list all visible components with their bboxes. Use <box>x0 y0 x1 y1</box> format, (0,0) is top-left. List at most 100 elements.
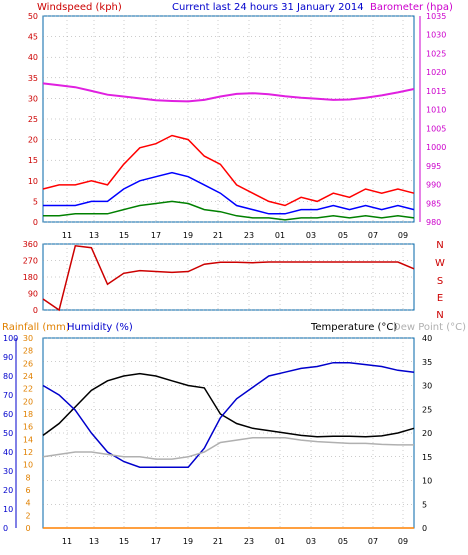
temp-x-tick-label: 13 <box>89 537 99 546</box>
wind-tick-label: 35 <box>28 74 38 83</box>
humidity-tick-label: 40 <box>3 448 13 457</box>
baro-tick-label: 990 <box>426 181 441 190</box>
baro-tick-label: 985 <box>426 199 441 208</box>
temp-x-tick-label: 05 <box>338 537 348 546</box>
humidity-tick-label: 100 <box>3 334 18 343</box>
rain-tick-label: 24 <box>23 372 33 381</box>
temp-x-tick-label: 15 <box>119 537 129 546</box>
baro-tick-label: 1025 <box>426 49 446 58</box>
rain-tick-label: 0 <box>25 524 30 533</box>
temp-x-tick-label: 01 <box>275 537 285 546</box>
direction-tick-label: 360 <box>23 240 38 249</box>
wind-x-tick-label: 11 <box>62 231 72 240</box>
wind-panel-frame <box>42 15 415 223</box>
series-wind-average <box>43 171 415 215</box>
wind-x-tick-label: 07 <box>368 231 378 240</box>
temp-tick-label: 10 <box>422 477 432 486</box>
baro-tick-label: 980 <box>426 218 441 227</box>
compass-label: N <box>436 310 443 321</box>
rain-tick-label: 6 <box>25 486 30 495</box>
temp-title: Temperature (°C) <box>310 322 397 333</box>
wind-x-tick-label: 13 <box>89 231 99 240</box>
humidity-tick-label: 50 <box>3 429 13 438</box>
humidity-tick-label: 70 <box>3 391 13 400</box>
humidity-tick-label: 10 <box>3 505 13 514</box>
humidity-tick-label: 20 <box>3 486 13 495</box>
series-dew-point <box>42 437 414 460</box>
wind-tick-label: 10 <box>28 177 38 186</box>
rain-tick-label: 16 <box>23 423 33 432</box>
baro-tick-label: 1000 <box>426 143 446 152</box>
rain-tick-label: 28 <box>23 347 33 356</box>
wind-x-tick-label: 17 <box>151 231 161 240</box>
series-humidity <box>42 361 415 468</box>
temp-x-tick-label: 03 <box>306 537 316 546</box>
temp-tick-label: 0 <box>422 524 427 533</box>
baro-title: Barometer (hpa) <box>370 2 453 13</box>
compass-label: S <box>437 276 443 287</box>
rain-tick-label: 4 <box>25 499 30 508</box>
direction-tick-label: 180 <box>23 273 38 282</box>
direction-tick-label: 0 <box>33 306 38 315</box>
wind-tick-label: 30 <box>28 94 38 103</box>
baro-tick-label: 1010 <box>426 106 446 115</box>
wind-x-tick-label: 15 <box>119 231 129 240</box>
wind-tick-label: 5 <box>33 197 38 206</box>
series-wind-direction-average <box>43 200 415 221</box>
temp-tick-label: 25 <box>422 405 432 414</box>
series-barometer <box>42 82 415 103</box>
wind-tick-label: 50 <box>28 12 38 21</box>
rain-tick-label: 8 <box>25 473 30 482</box>
rain-tick-label: 30 <box>23 334 33 343</box>
wind-tick-label: 20 <box>28 136 38 145</box>
wind-x-tick-label: 21 <box>213 231 223 240</box>
temp-x-tick-label: 17 <box>151 537 161 546</box>
compass-label: N <box>436 240 443 251</box>
dew-title: Dew Point (°C) <box>393 322 466 333</box>
wind-x-tick-label: 23 <box>244 231 254 240</box>
humidity-tick-label: 80 <box>3 372 13 381</box>
temp-x-tick-label: 11 <box>62 537 72 546</box>
wind-tick-label: 25 <box>28 115 38 124</box>
baro-tick-label: 1015 <box>426 87 446 96</box>
temp-x-tick-label: 07 <box>368 537 378 546</box>
compass-label: E <box>437 293 443 304</box>
baro-tick-label: 1030 <box>426 31 446 40</box>
rain-tick-label: 20 <box>23 397 33 406</box>
wind-tick-label: 45 <box>28 33 38 42</box>
wind-x-tick-label: 01 <box>275 231 285 240</box>
temp-x-tick-label: 23 <box>244 537 254 546</box>
wind-x-tick-label: 05 <box>338 231 348 240</box>
series-wind-direction <box>42 244 415 312</box>
temp-x-tick-label: 21 <box>213 537 223 546</box>
direction-tick-label: 270 <box>23 257 38 266</box>
rain-tick-label: 14 <box>23 435 33 444</box>
rain-tick-label: 18 <box>23 410 33 419</box>
humidity-tick-label: 60 <box>3 410 13 419</box>
series-wind-gust <box>42 134 415 207</box>
humidity-tick-label: 0 <box>3 524 8 533</box>
wind-x-tick-label: 19 <box>183 231 193 240</box>
temp-x-tick-label: 09 <box>398 537 408 546</box>
rain-tick-label: 2 <box>25 511 30 520</box>
temp-tick-label: 20 <box>422 429 432 438</box>
rain-tick-label: 12 <box>23 448 33 457</box>
rain-title: Rainfall (mm) <box>2 322 70 333</box>
wind-x-tick-label: 03 <box>306 231 316 240</box>
rain-tick-label: 22 <box>23 385 33 394</box>
temp-tick-label: 35 <box>422 358 432 367</box>
baro-tick-label: 1020 <box>426 68 446 77</box>
wind-tick-label: 0 <box>33 218 38 227</box>
humidity-tick-label: 30 <box>3 467 13 476</box>
rain-tick-label: 10 <box>23 461 33 470</box>
temp-tick-label: 30 <box>422 382 432 391</box>
baro-tick-label: 1035 <box>426 12 446 21</box>
humidity-tick-label: 90 <box>3 353 13 362</box>
wind-tick-label: 15 <box>28 156 38 165</box>
wind-tick-label: 40 <box>28 53 38 62</box>
baro-tick-label: 1005 <box>426 124 446 133</box>
rain-tick-label: 26 <box>23 359 33 368</box>
wind-title: Windspeed (kph) <box>37 2 122 13</box>
